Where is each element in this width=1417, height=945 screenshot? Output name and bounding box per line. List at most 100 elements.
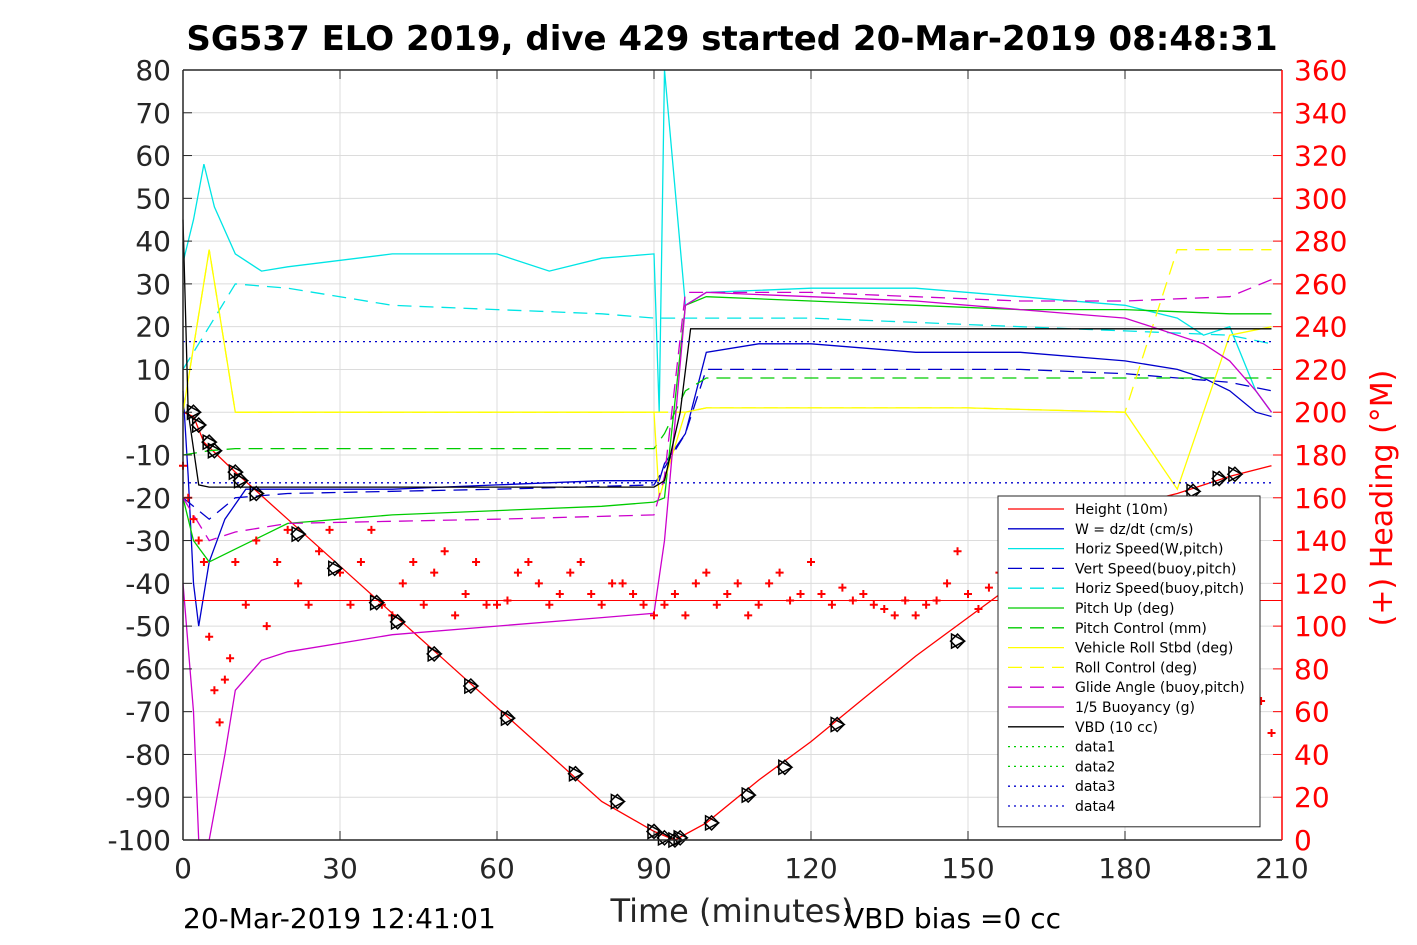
heading-marker [639,600,648,609]
heading-marker [199,557,208,566]
heading-marker [775,568,784,577]
heading-marker [597,600,606,609]
legend-label: Vehicle Roll Stbd (deg) [1075,641,1233,657]
series-line [182,377,1272,456]
y-tick-label-right: 100 [1294,610,1347,643]
dive-marker-triangle [249,485,265,502]
dive-marker-triangle [610,793,626,810]
heading-marker [241,600,250,609]
heading-marker [210,686,219,695]
heading-marker [670,590,679,599]
heading-marker [513,568,522,577]
dive-marker-triangle [207,442,223,459]
dive-marker-diamond [672,829,689,846]
heading-marker [723,590,732,599]
legend-label: 1/5 Buoyancy (g) [1075,700,1195,716]
dive-marker-triangle [228,463,244,481]
dive-marker-diamond [290,526,307,543]
y-tick-label-right: 80 [1294,653,1330,686]
heading-marker [796,590,805,599]
heading-marker [205,632,214,641]
dive-marker-triangle [202,433,218,451]
heading-marker [733,579,742,588]
y-tick-label-right: 260 [1294,268,1347,301]
dive-marker-diamond [326,560,343,577]
dive-marker-triangle [741,786,757,804]
dive-marker-triangle [291,525,307,543]
heading-marker [304,600,313,609]
dive-marker-diamond [829,716,846,733]
y-tick-label-right: 60 [1294,696,1330,729]
heading-marker [660,600,669,609]
y-tick-label-right: 20 [1294,781,1330,814]
y-tick-label-left: -30 [125,525,171,558]
heading-marker [493,600,501,609]
heading-marker [534,579,543,588]
heading-marker [712,600,721,609]
dive-marker-triangle [1186,483,1202,500]
y-tick-label-right: 180 [1294,439,1347,472]
series-line [182,249,1272,498]
dive-marker-triangle [191,416,208,434]
dive-marker-triangle [1228,465,1244,483]
legend-box [997,495,1261,828]
y-tick-label-right: 140 [1294,525,1347,558]
heading-marker [859,590,868,599]
heading-marker [932,596,941,605]
y-tick-label-left: -70 [125,696,171,729]
legend-label: data2 [1075,759,1115,775]
x-tick-label: 30 [322,852,358,885]
dive-marker-diamond [426,645,443,662]
legend-label: Vert Speed(buoy,pitch) [1075,561,1237,577]
dive-marker-triangle [328,560,344,577]
y-tick-label-right: 280 [1294,225,1347,258]
heading-marker [838,583,847,592]
heading-marker [409,557,418,566]
heading-marker [911,611,920,620]
heading-marker [555,590,564,599]
dive-marker-triangle [427,645,443,663]
heading-marker [419,600,428,609]
dive-marker-diamond [609,793,626,810]
heading-marker [472,557,481,566]
x-tick-label: 210 [1255,852,1308,885]
heading-marker [215,718,224,727]
footer-vbd-bias: VBD bias =0 cc [845,902,1061,935]
heading-marker [451,611,460,620]
heading-marker [315,547,324,556]
series-line [182,283,1272,370]
heading-marker [283,525,292,534]
y-tick-label-left: -10 [125,439,171,472]
dive-marker-diamond [190,416,207,434]
heading-marker [786,596,795,605]
heading-marker [587,590,596,599]
legend: Height (10m) W = dz/dt (cm/s) Horiz Speed(… [997,495,1261,828]
y-tick-label-right: 200 [1294,396,1347,429]
y-tick-label-left: -20 [125,482,171,515]
heading-marker [294,579,303,588]
x-tick-label: 120 [784,852,837,885]
x-tick-label: 60 [479,852,515,885]
heading-marker [953,547,962,556]
dive-marker-layer [185,403,1244,849]
heading-marker [848,596,857,605]
y-tick-label-left: -50 [125,610,171,643]
dive-marker-triangle [500,709,517,727]
y-tick-label-left: 0 [153,396,171,429]
dive-marker-triangle [390,613,407,631]
dive-marker-diamond [740,787,757,804]
dive-marker-triangle [369,594,386,611]
heading-marker [691,579,700,588]
heading-marker [189,515,198,524]
legend-label: Height (10m) [1075,502,1168,518]
y-tick-label-left: 10 [135,353,171,386]
dive-marker-triangle [1212,470,1228,487]
heading-marker [367,525,376,534]
y-tick-label-right: 0 [1294,824,1312,857]
heading-marker [220,675,229,684]
dive-marker-diamond [949,633,966,650]
heading-marker [890,611,899,620]
heading-marker [461,590,470,599]
heading-marker [681,611,690,620]
